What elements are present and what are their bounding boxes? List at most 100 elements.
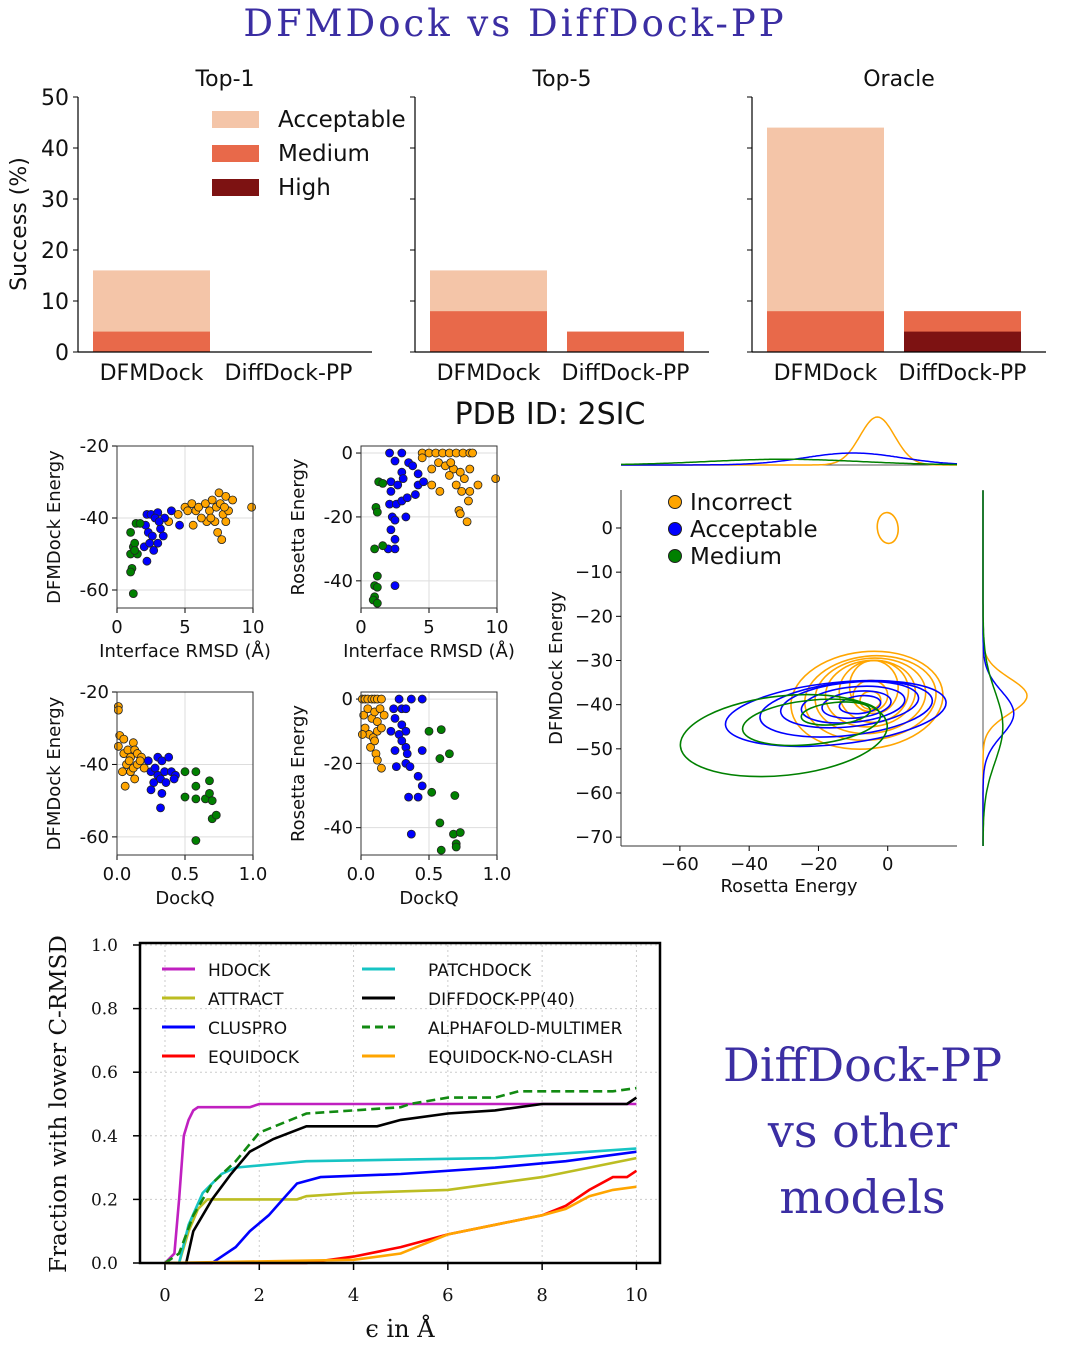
x-tick-label: −60 [661, 854, 699, 875]
point-acceptable [166, 506, 176, 516]
point-medium [205, 776, 214, 786]
contour-acceptable [821, 690, 892, 720]
bar-medium [767, 311, 884, 352]
point-incorrect [196, 513, 206, 523]
point-medium [135, 519, 145, 528]
legend-label: HDOCK [208, 961, 271, 981]
contour-medium [800, 701, 872, 726]
x-axis-label: DockQ [155, 888, 214, 909]
point-medium [372, 582, 382, 592]
y-tick-label: -40 [80, 508, 109, 529]
point-incorrect [375, 704, 385, 714]
contour-acceptable [779, 680, 920, 729]
point-incorrect [213, 528, 223, 537]
panel-title: Oracle [863, 67, 935, 92]
side-caption-line: models [779, 1170, 946, 1224]
y-tick-label: 0 [55, 341, 69, 366]
contour-incorrect [876, 511, 899, 545]
point-incorrect [194, 502, 204, 512]
point-acceptable [413, 469, 423, 479]
x-tick-label: 5 [423, 617, 434, 638]
point-acceptable [146, 785, 156, 795]
x-tick-label: DFMDock [100, 361, 204, 386]
point-incorrect [417, 453, 427, 463]
point-acceptable [410, 490, 420, 499]
point-incorrect [221, 517, 231, 526]
point-incorrect [455, 509, 465, 519]
point-medium [435, 818, 445, 828]
point-acceptable [401, 704, 411, 714]
x-tick-label: 6 [442, 1285, 453, 1306]
y-tick-label: 0 [342, 689, 353, 710]
point-incorrect [214, 488, 224, 498]
axes-frame [360, 691, 498, 856]
point-acceptable [161, 778, 171, 787]
point-acceptable [401, 512, 411, 522]
x-tick-label: 5 [179, 617, 190, 638]
x-tick-label: 2 [254, 1285, 265, 1306]
y-tick-label: 0.2 [91, 1190, 118, 1210]
legend-label: ALPHAFOLD-MULTIMER [428, 1019, 623, 1039]
x-tick-label: 1.0 [483, 864, 512, 885]
point-incorrect [128, 738, 138, 748]
point-incorrect [188, 520, 198, 530]
point-incorrect [376, 763, 386, 773]
legend-swatch [212, 179, 259, 196]
bar-medium [430, 311, 547, 352]
point-medium [436, 845, 446, 855]
series-line-equidock [165, 1169, 638, 1265]
point-incorrect [464, 496, 473, 506]
point-incorrect [372, 717, 382, 726]
point-acceptable [397, 448, 407, 458]
point-acceptable [417, 781, 427, 791]
point-medium [130, 538, 140, 548]
point-medium [455, 828, 465, 837]
point-incorrect [220, 502, 229, 512]
x-tick-label: −20 [799, 854, 837, 875]
point-acceptable [390, 544, 400, 554]
point-medium [191, 781, 201, 791]
y-axis-label: Fraction with lower C-RMSD [46, 935, 72, 1273]
y-tick-label: 30 [41, 188, 69, 213]
legend-marker [668, 522, 682, 536]
point-acceptable [417, 746, 427, 755]
y-tick-label: 0 [602, 518, 613, 539]
point-incorrect [444, 470, 454, 480]
point-medium [451, 842, 461, 852]
x-tick-label: 10 [486, 617, 509, 638]
y-tick-label: -20 [324, 507, 353, 528]
point-acceptable [157, 789, 167, 798]
point-medium [126, 528, 136, 537]
point-acceptable [394, 694, 404, 704]
point-incorrect [427, 464, 437, 474]
y-tick-label: -20 [324, 753, 353, 774]
y-axis-label: Rosetta Energy [288, 458, 309, 595]
x-tick-label: 0.5 [171, 864, 200, 885]
y-tick-label: 0.0 [91, 1254, 118, 1274]
y-tick-label: −30 [575, 650, 613, 671]
x-tick-label: DiffDock-PP [899, 361, 1027, 386]
point-acceptable [386, 525, 396, 535]
y-tick-label: −20 [575, 606, 613, 627]
x-axis-label: Interface RMSD (Å) [99, 640, 271, 662]
x-tick-label: −40 [730, 854, 768, 875]
y-tick-label: 20 [41, 239, 69, 264]
legend-label: CLUSPRO [208, 1019, 287, 1039]
y-tick-label: 50 [41, 86, 69, 111]
point-incorrect [206, 513, 216, 523]
contour-medium [679, 693, 889, 778]
point-incorrect [468, 448, 477, 458]
legend-label: Acceptable [690, 517, 818, 543]
x-tick-label: 4 [348, 1285, 359, 1306]
point-acceptable [386, 726, 396, 736]
scatter-panel: 0.0 0.5 1.0 -40 -20 0 DockQ Rosetta Energy [288, 689, 511, 909]
point-acceptable [158, 531, 168, 541]
point-medium [378, 541, 388, 551]
point-acceptable [397, 736, 407, 746]
x-tick-label: DiffDock-PP [225, 361, 353, 386]
axes-frame [116, 445, 254, 609]
point-medium [128, 589, 138, 598]
point-incorrect [124, 756, 134, 766]
point-incorrect [473, 480, 483, 490]
point-acceptable [156, 524, 165, 534]
